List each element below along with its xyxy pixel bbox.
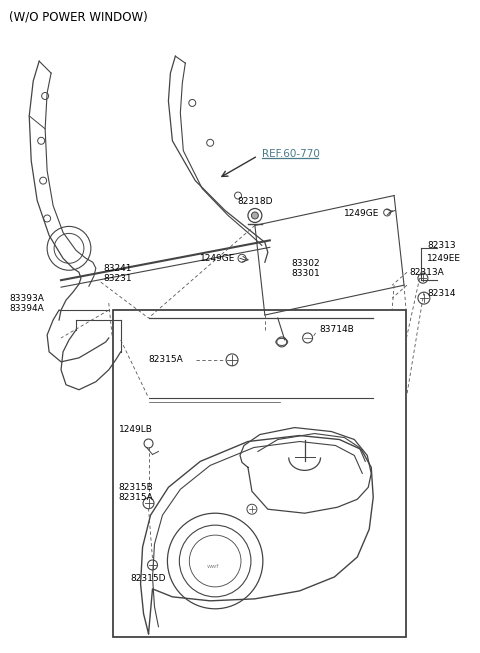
Text: 83301: 83301 (292, 269, 321, 278)
Text: 83231: 83231 (104, 274, 132, 283)
Text: 83714B: 83714B (320, 325, 354, 334)
Circle shape (252, 212, 258, 219)
Text: 82314: 82314 (427, 289, 456, 298)
Text: 1249EE: 1249EE (427, 254, 461, 263)
Text: 82315B: 82315B (119, 483, 154, 492)
Text: 83302: 83302 (292, 259, 320, 268)
Text: 83394A: 83394A (9, 304, 44, 313)
Text: 1249GE: 1249GE (200, 254, 236, 263)
Text: 82315A: 82315A (119, 493, 154, 502)
Text: 1249LB: 1249LB (119, 425, 153, 434)
Text: 82315A: 82315A (148, 355, 183, 364)
Text: 83393A: 83393A (9, 294, 44, 302)
Text: 82313A: 82313A (409, 268, 444, 277)
Text: 82315D: 82315D (131, 575, 166, 583)
Bar (113, 310, 406, 637)
Text: wwf: wwf (207, 564, 219, 569)
Text: (W/O POWER WINDOW): (W/O POWER WINDOW) (9, 11, 148, 24)
Text: 1249GE: 1249GE (344, 209, 380, 218)
Text: 83241: 83241 (104, 264, 132, 273)
Text: 82313: 82313 (427, 241, 456, 250)
Text: REF.60-770: REF.60-770 (262, 149, 320, 159)
Text: 82318D: 82318D (237, 197, 273, 206)
